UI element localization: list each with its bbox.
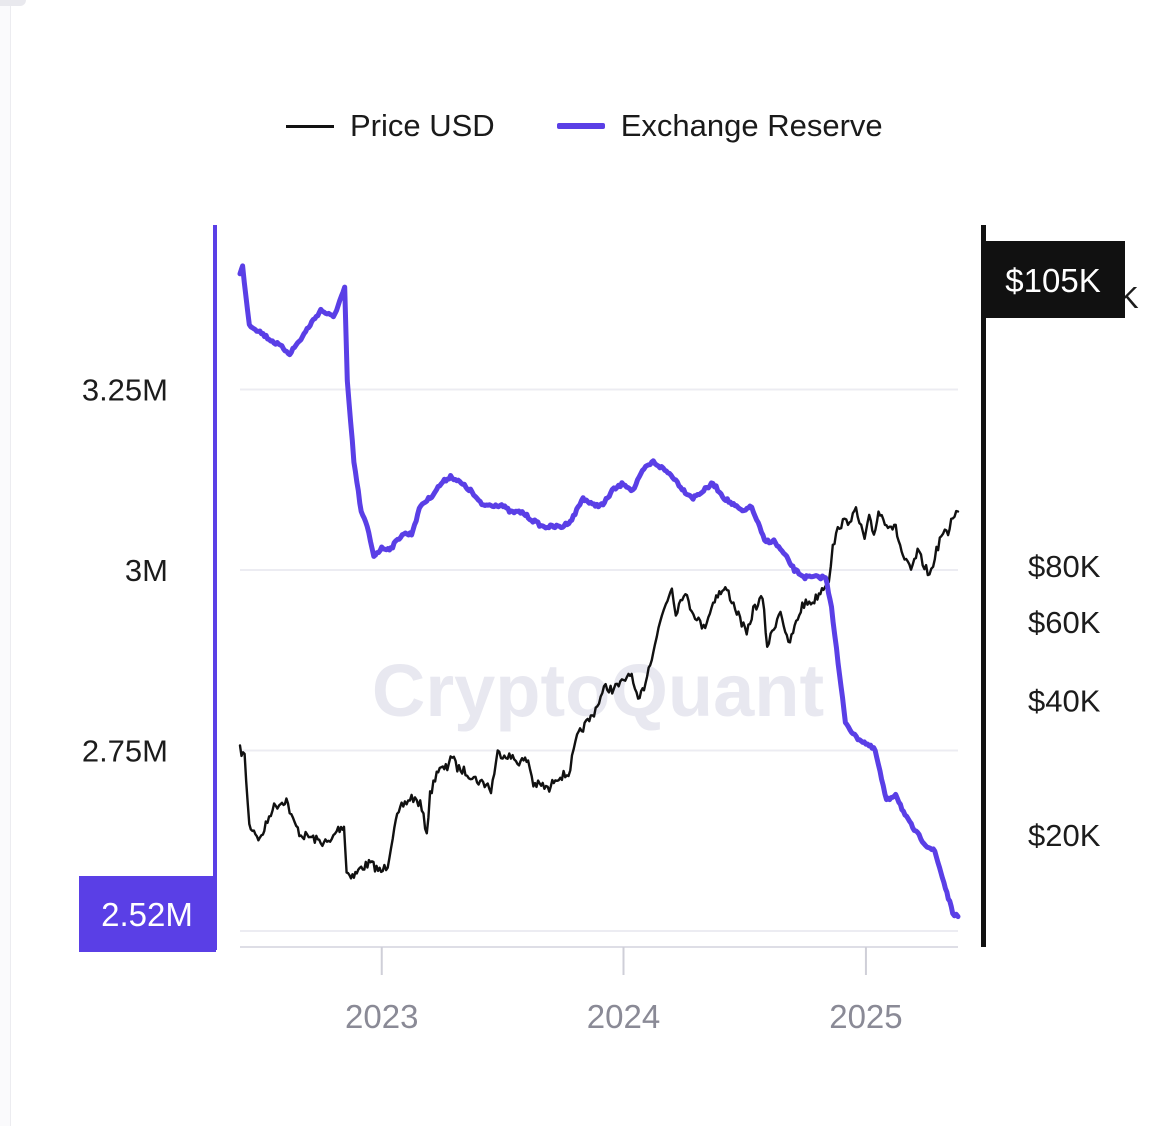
right-tick-label: $60K: [1028, 605, 1101, 640]
x-axis-ticks: 2023 2024 2025: [345, 947, 903, 1035]
left-badge-label: 2.52M: [101, 896, 193, 933]
corner-tab: [0, 0, 26, 6]
legend-item-price[interactable]: Price USD: [286, 108, 495, 144]
left-tick-label: 3M: [125, 553, 168, 588]
legend-swatch-reserve: [556, 123, 605, 129]
right-badge-label: $105K: [1005, 262, 1100, 299]
price-usd-line: [238, 506, 960, 880]
chart-legend: Price USD Exchange Reserve: [286, 108, 945, 144]
right-axis-ticks: $80K $60K $40K $20K: [1028, 549, 1101, 853]
legend-label-reserve: Exchange Reserve: [620, 108, 883, 143]
right-axis-bar: [981, 225, 986, 947]
left-badge-bg: [79, 876, 216, 952]
right-current-badge: K $105K: [985, 241, 1139, 318]
legend-swatch-price: [286, 124, 334, 128]
right-badge-bg: [985, 241, 1125, 318]
legend-item-reserve[interactable]: Exchange Reserve: [556, 108, 883, 144]
right-tick-label: $40K: [1028, 684, 1101, 719]
left-tick-label: 3.25M: [82, 373, 168, 408]
exchange-reserve-line: [237, 263, 961, 920]
left-current-badge: 2.52M: [79, 876, 216, 952]
legend-label-price: Price USD: [350, 108, 495, 143]
frame-edge: [0, 0, 11, 1126]
x-tick-label: 2024: [587, 998, 660, 1035]
right-tick-label: $20K: [1028, 818, 1101, 853]
x-tick-label: 2025: [829, 998, 902, 1035]
series-group: [237, 263, 961, 920]
left-tick-label: 2.75M: [82, 734, 168, 769]
left-axis-ticks: 3.25M 3M 2.75M: [82, 373, 168, 769]
left-axis-bar: [213, 225, 217, 950]
right-tick-label: $80K: [1028, 549, 1101, 584]
gridlines: [240, 388, 958, 932]
watermark: CryptoQuant: [372, 649, 824, 732]
x-tick-label: 2023: [345, 998, 418, 1035]
